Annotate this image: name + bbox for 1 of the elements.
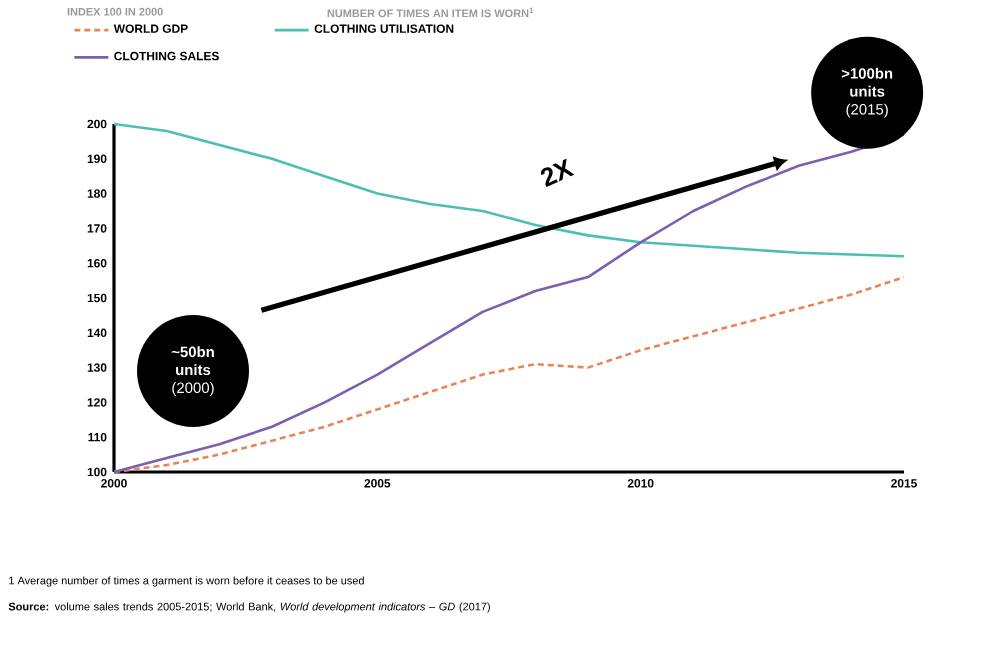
- annotation: 2X: [540, 158, 575, 188]
